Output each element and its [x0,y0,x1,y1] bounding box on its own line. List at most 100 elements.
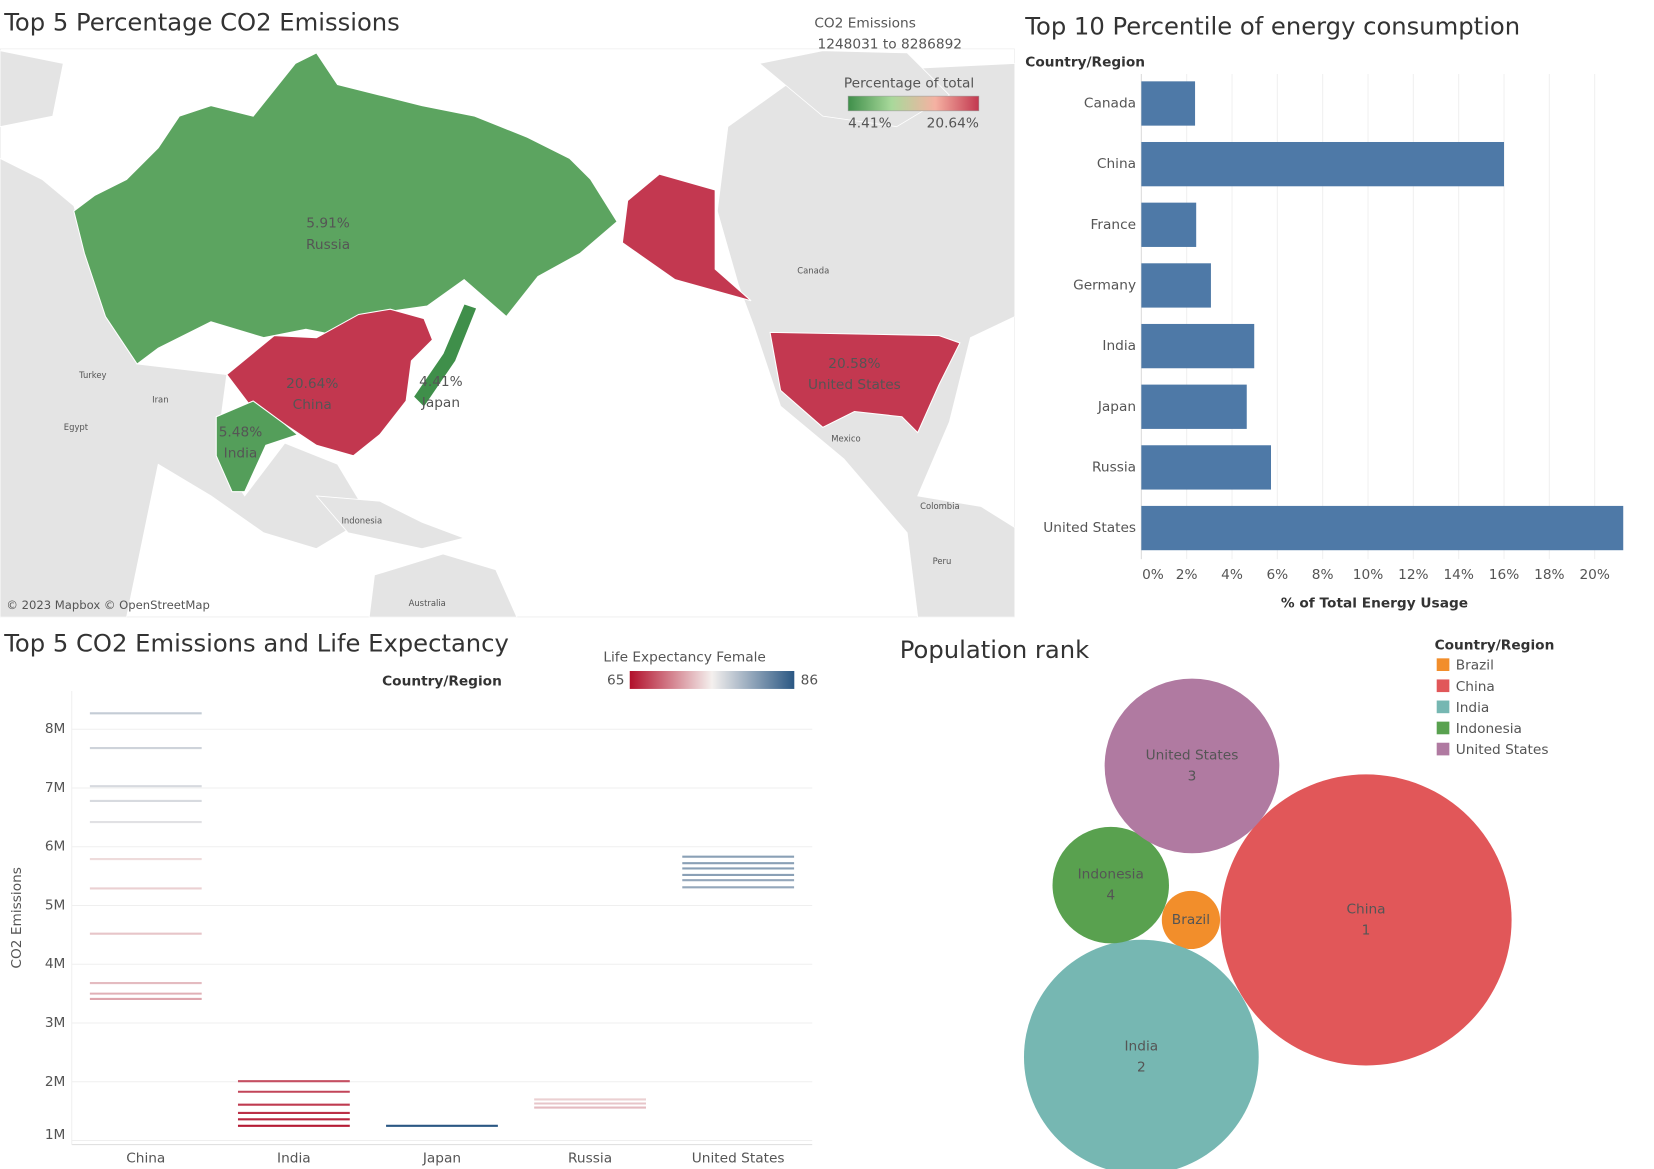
bubble [1220,774,1512,1066]
color-legend-label: 65 [607,672,624,688]
y-tick-label: United States [1043,520,1136,536]
data-label: 5.48% [219,425,263,441]
y-tick-label: 5M [45,897,66,913]
bar [1141,445,1271,490]
x-tick-label: 18% [1534,567,1564,583]
x-tick-label: 16% [1489,567,1519,583]
bar [1141,81,1196,126]
x-tick-label: 2% [1176,567,1198,583]
color-legend-label: 4.41% [848,116,892,132]
y-axis-title: CO2 Emissions [9,867,25,969]
size-legend-label: 1248031 to 8286892 [818,36,963,52]
x-tick-label: India [277,1150,311,1166]
color-legend [629,670,795,689]
bar [1141,384,1247,429]
map-region [412,303,478,409]
basemap-label: Turkey [78,370,106,380]
x-tick-label: United States [692,1150,785,1166]
legend-label: Brazil [1456,658,1494,674]
color-legend-label: 20.64% [927,116,979,132]
x-tick-label: 14% [1443,567,1473,583]
y-tick-label: 4M [45,956,66,972]
legend-label: United States [1456,742,1549,758]
data-label: 20.64% [286,376,338,392]
bar [1141,505,1624,551]
bubble-rank: 2 [1137,1060,1146,1076]
x-tick-label: 8% [1312,567,1334,583]
region-label: China [293,397,332,413]
legend-label: Indonesia [1456,721,1522,737]
bubble-label: Brazil [1172,912,1210,928]
region-label: Japan [421,395,460,411]
bar [1141,263,1211,308]
legend-label: China [1456,679,1495,695]
y-tick-label: 2M [45,1074,66,1090]
basemap-label: Egypt [64,422,89,432]
data-label: 20.58% [828,356,880,372]
basemap-label: Peru [933,556,952,566]
y-tick-label: Germany [1073,277,1136,293]
chart-title: Top 5 Percentage CO2 Emissions [3,7,400,36]
color-legend-title: Life Expectancy Female [603,649,765,665]
x-axis-title: % of Total Energy Usage [1281,595,1468,611]
legend-swatch [1436,742,1450,756]
bubble-label: United States [1146,747,1239,763]
x-tick-label: 6% [1266,567,1288,583]
basemap-label: Canada [797,266,829,276]
legend-swatch [1436,721,1450,735]
y-tick-label: France [1090,217,1136,233]
basemap-label: Iran [152,394,168,404]
y-tick-label: India [1102,338,1136,354]
chart-title: Top 5 CO2 Emissions and Life Expectancy [3,629,509,658]
color-legend-title: Percentage of total [844,75,974,91]
map-region [215,400,299,493]
y-tick-label: 6M [45,839,66,855]
attribution: © 2023 Mapbox © OpenStreetMap [6,598,210,612]
legend-swatch [1436,679,1450,693]
land [0,50,64,128]
color-legend-label: 86 [801,672,818,688]
bubble [1161,890,1221,950]
land [368,553,518,618]
basemap-label: Indonesia [341,516,382,526]
y-tick-label: 3M [45,1015,66,1031]
legend-title: Country/Region [1435,638,1555,654]
basemap-label: Australia [409,598,446,608]
data-label: 4.41% [419,374,463,390]
map-region [621,173,961,434]
x-axis-title: Country/Region [382,674,502,690]
region-label: United States [808,377,901,393]
bubble [1024,939,1259,1169]
legend-label: India [1456,700,1490,716]
y-tick-label: 7M [45,780,66,796]
map-region [73,52,618,365]
bar [1141,323,1255,369]
x-tick-label: 4% [1221,567,1243,583]
basemap-label: Colombia [920,501,960,511]
legend-swatch [1436,658,1450,671]
size-legend-title: CO2 Emissions [814,15,916,31]
region-label: India [224,446,258,462]
bubble [1052,826,1169,944]
y-tick-label: Japan [1097,399,1136,415]
chart-title: Population rank [900,635,1089,664]
y-tick-label: Canada [1084,95,1136,111]
x-tick-label: 12% [1398,567,1428,583]
y-tick-label: 1M [45,1127,66,1143]
basemap-label: Mexico [831,433,860,443]
bubble [1104,678,1280,854]
bubble-label: China [1346,901,1385,917]
color-legend [847,95,980,112]
legend-swatch [1436,700,1450,714]
x-tick-label: Japan [422,1150,461,1166]
x-tick-label: 10% [1353,567,1383,583]
y-tick-label: 8M [45,721,66,737]
region-label: Russia [306,237,350,253]
bubble-label: Indonesia [1078,867,1144,883]
bar [1141,141,1505,187]
land [315,495,466,550]
x-tick-label: China [126,1150,165,1166]
y-axis-title: Country/Region [1025,54,1145,70]
y-tick-label: China [1097,156,1136,172]
